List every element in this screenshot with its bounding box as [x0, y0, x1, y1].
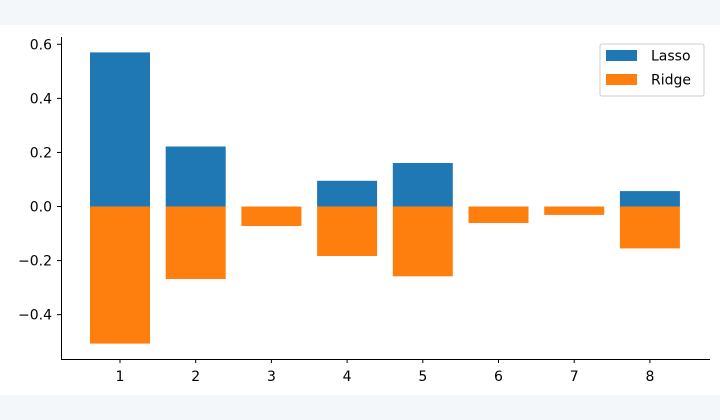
y-tick-label: 0.6	[30, 37, 52, 53]
y-tick-label: 0.0	[30, 200, 52, 216]
y-ticks-group: −0.4 −0.2 0.0 0.2 0.4 0.6	[18, 37, 61, 324]
x-ticks-group: 1 2 3 4 5 6 7 8	[116, 359, 654, 385]
bar-ridge-5	[392, 206, 453, 277]
bars-group	[90, 52, 680, 344]
x-tick-label: 7	[570, 369, 579, 385]
x-tick-label: 8	[645, 369, 654, 385]
x-tick-label: 1	[116, 369, 125, 385]
y-tick-label: 0.4	[30, 91, 52, 107]
legend-swatch-ridge	[606, 74, 637, 85]
bar-lasso-5	[392, 163, 453, 207]
bar-ridge-8	[619, 206, 680, 249]
bar-ridge-6	[468, 206, 529, 223]
y-tick-label: 0.2	[30, 145, 52, 161]
y-tick-label: −0.4	[18, 308, 52, 324]
legend-label-ridge: Ridge	[651, 73, 691, 89]
x-tick-label: 3	[267, 369, 276, 385]
x-tick-label: 2	[191, 369, 200, 385]
bar-lasso-8	[619, 191, 680, 207]
bar-lasso-2	[165, 146, 226, 207]
figure: −0.4 −0.2 0.0 0.2 0.4 0.6 1 2 3 4 5 6 7 8 Lasso Ridg…	[0, 25, 720, 395]
x-tick-label: 4	[343, 369, 352, 385]
legend-swatch-lasso	[606, 50, 637, 61]
bar-chart: −0.4 −0.2 0.0 0.2 0.4 0.6 1 2 3 4 5 6 7 8 Lasso Ridg…	[18, 37, 710, 385]
bar-ridge-1	[90, 206, 150, 344]
bar-ridge-3	[241, 206, 302, 226]
bar-ridge-7	[544, 206, 605, 215]
bar-lasso-1	[90, 52, 150, 207]
legend: Lasso Ridge	[599, 43, 705, 97]
y-tick-label: −0.2	[18, 254, 52, 270]
x-tick-label: 6	[494, 369, 503, 385]
bar-ridge-2	[165, 206, 226, 279]
x-tick-label: 5	[418, 369, 427, 385]
legend-label-lasso: Lasso	[651, 49, 691, 65]
bar-ridge-4	[317, 206, 378, 256]
bar-lasso-4	[317, 180, 378, 207]
